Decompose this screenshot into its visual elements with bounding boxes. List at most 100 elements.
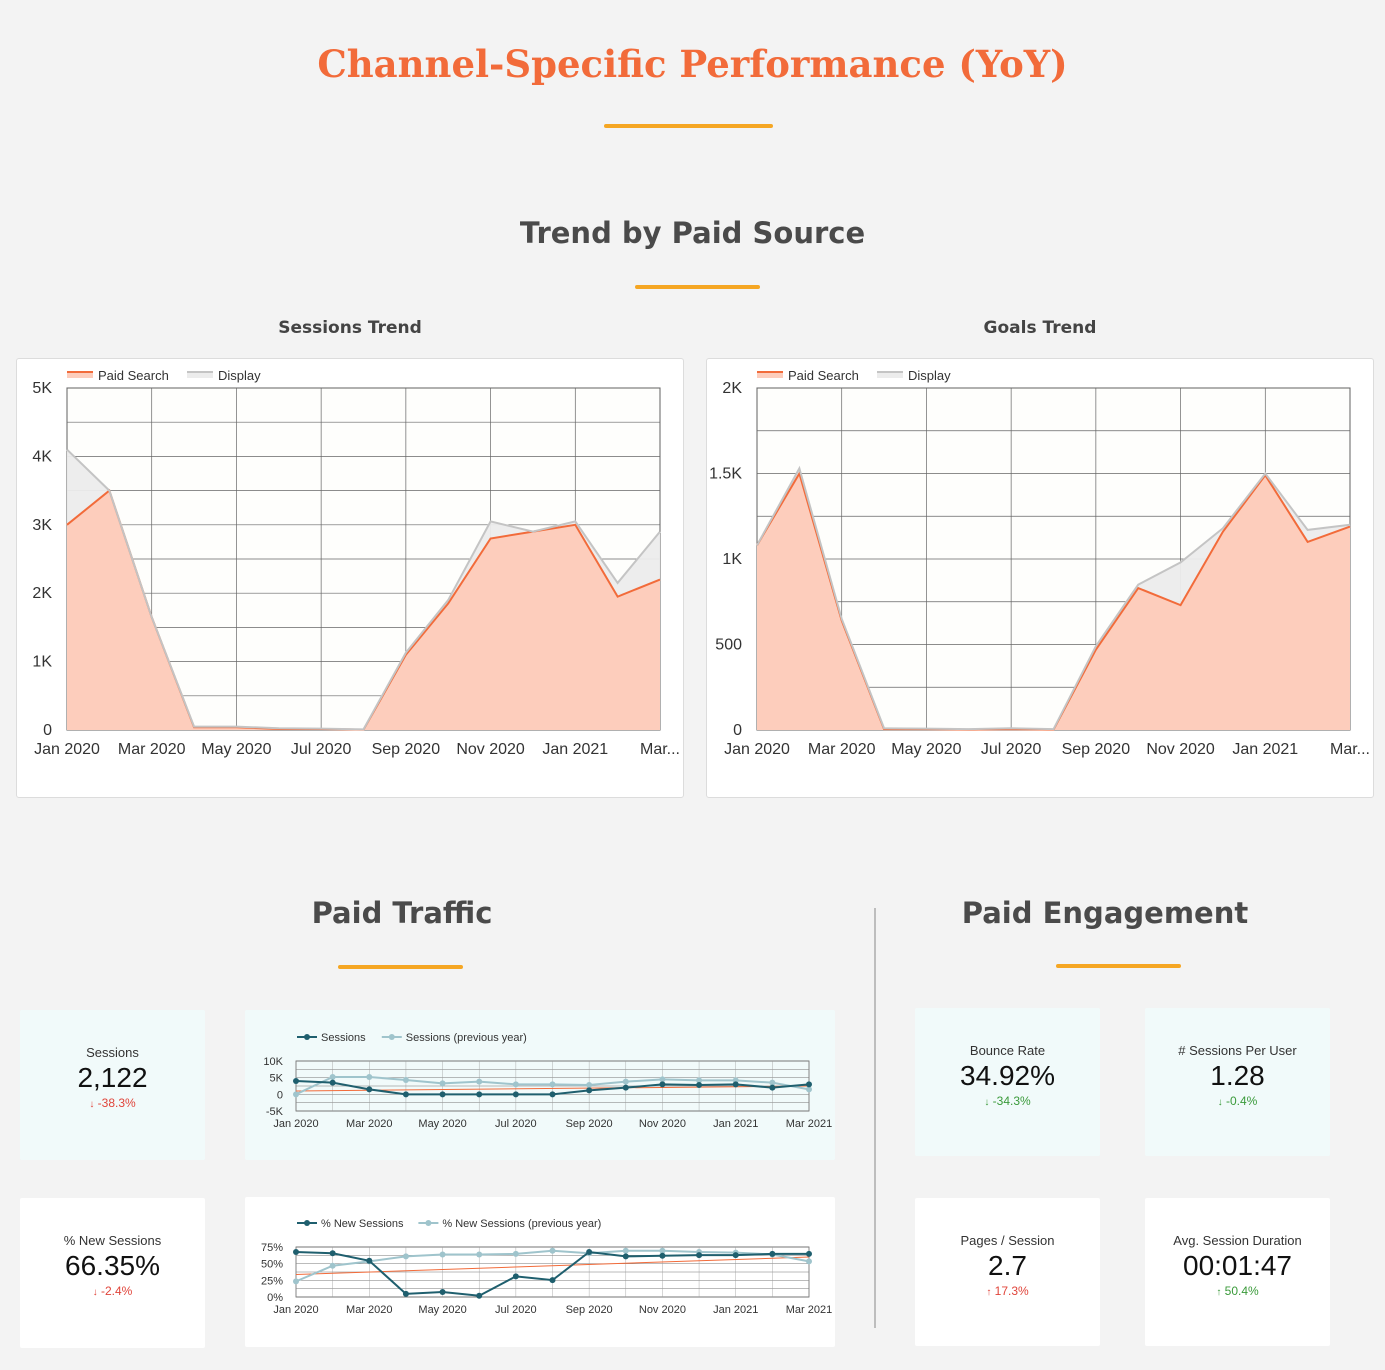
x-tick-label: Nov 2020 (639, 1304, 686, 1316)
trend-underline (635, 285, 760, 289)
data-point (732, 1252, 739, 1259)
data-point (806, 1258, 812, 1265)
legend-label: Sessions (previous year) (406, 1032, 527, 1044)
legend-marker (304, 1220, 310, 1226)
legend-swatch-paid-search (757, 372, 783, 378)
data-point (329, 1250, 336, 1257)
title-underline (604, 124, 773, 128)
legend-label: % New Sessions (previous year) (442, 1218, 601, 1230)
y-tick-label: 25% (261, 1275, 283, 1287)
data-point (366, 1074, 373, 1080)
data-point (402, 1253, 409, 1260)
x-tick-label: Jan 2021 (542, 741, 608, 758)
data-point (586, 1087, 593, 1094)
data-point (476, 1251, 483, 1258)
y-tick-label: 1.5K (709, 466, 742, 483)
y-tick-label: 2K (32, 585, 52, 602)
kpi-value: 34.92% (960, 1060, 1055, 1091)
y-tick-label: 0 (43, 722, 52, 739)
kpi-bounce-rate: Bounce Rate 34.92% ↓ -34.3% (915, 1008, 1100, 1156)
data-point (586, 1249, 593, 1255)
x-tick-label: Sep 2020 (1062, 741, 1131, 758)
data-point (549, 1277, 556, 1284)
y-tick-label: 2K (722, 380, 742, 397)
x-tick-label: Mar 2020 (118, 741, 186, 758)
data-point (806, 1086, 812, 1093)
kpi-pages-session: Pages / Session 2.7 ↑ 17.3% (915, 1198, 1100, 1346)
arrow-up-icon: ↑ (986, 1287, 992, 1298)
legend-label: Paid Search (98, 368, 169, 383)
data-point (622, 1078, 629, 1085)
section-title-engagement: Paid Engagement (961, 896, 1249, 930)
arrow-down-icon: ↓ (92, 1287, 98, 1298)
data-point (476, 1292, 483, 1299)
data-point (622, 1253, 629, 1260)
data-point (512, 1250, 519, 1257)
data-point (512, 1091, 519, 1098)
kpi-label: Avg. Session Duration (1173, 1233, 1302, 1248)
x-tick-label: Mar 2020 (346, 1304, 392, 1316)
y-tick-label: 75% (261, 1242, 283, 1254)
data-point (806, 1250, 812, 1257)
series-line-display (66, 448, 661, 731)
kpi-label: % New Sessions (63, 1233, 162, 1248)
x-tick-label: Jul 2020 (981, 741, 1042, 758)
legend-label: Paid Search (788, 368, 859, 383)
goals-trend-chart: 0 500 1K 1.5K 2K Jan 2020 Mar 2020 May 2020 Jul … (709, 368, 1370, 758)
kpi-label: # Sessions Per User (1178, 1043, 1297, 1058)
kpi-value: 00:01:47 (1183, 1250, 1292, 1281)
data-point (329, 1079, 336, 1086)
y-tick-label: -5K (266, 1106, 284, 1118)
section-divider (874, 908, 876, 1328)
data-point (402, 1091, 409, 1098)
y-tick-label: 0 (277, 1089, 283, 1101)
data-point (512, 1081, 519, 1088)
data-point (696, 1252, 703, 1259)
data-point (806, 1081, 812, 1088)
data-point (439, 1091, 446, 1098)
new-sessions-yoy-card: 0% 25% 50% 75% Jan 2020 Mar 2020 May 2020 Jul 2… (245, 1197, 835, 1347)
kpi-change: ↓ -34.3% (984, 1094, 1031, 1108)
x-tick-label: Mar... (640, 741, 680, 758)
y-tick-label: 1K (722, 551, 742, 568)
x-tick-label: Jan 2020 (34, 741, 100, 758)
legend-marker (304, 1034, 310, 1040)
x-tick-label: Mar 2020 (346, 1118, 392, 1130)
x-tick-label: Nov 2020 (1146, 741, 1215, 758)
y-tick-label: 5K (32, 380, 52, 397)
x-tick-label: May 2020 (891, 741, 961, 758)
x-tick-label: May 2020 (418, 1118, 466, 1130)
x-tick-label: Jan 2021 (713, 1118, 758, 1130)
kpi-new-sessions: % New Sessions 66.35% ↓ -2.4% (20, 1198, 205, 1348)
kpi-value: 2.7 (988, 1250, 1027, 1281)
x-tick-label: May 2020 (418, 1304, 466, 1316)
x-tick-label: Nov 2020 (456, 741, 525, 758)
y-tick-label: 50% (261, 1259, 283, 1271)
data-point (293, 1078, 299, 1084)
kpi-sessions-per-user: # Sessions Per User 1.28 ↓ -0.4% (1145, 1008, 1330, 1156)
x-tick-label: Jan 2020 (273, 1304, 318, 1316)
new-sessions-yoy-chart: 0% 25% 50% 75% Jan 2020 Mar 2020 May 2020 Jul 2… (261, 1218, 832, 1316)
data-point (549, 1081, 556, 1088)
kpi-change: ↑ 17.3% (986, 1284, 1029, 1298)
y-tick-label: 500 (715, 637, 742, 654)
x-tick-label: Jan 2020 (724, 741, 790, 758)
data-point (659, 1252, 666, 1259)
goals-trend-title: Goals Trend (983, 318, 1097, 338)
x-tick-label: Jan 2021 (713, 1304, 758, 1316)
data-point (659, 1081, 666, 1088)
series-line-display (756, 465, 1351, 731)
data-point (402, 1077, 409, 1083)
legend-label: Display (218, 368, 261, 383)
kpi-change: ↓ -38.3% (89, 1096, 136, 1110)
sessions-trend-chart: 0 1K 2K 3K 4K 5K Jan 2020 Mar 2020 May 2020 Jul 2… (32, 368, 680, 758)
data-point (293, 1249, 299, 1255)
section-title-trend: Trend by Paid Source (519, 216, 866, 250)
data-point (329, 1262, 336, 1269)
kpi-change: ↓ -0.4% (1217, 1094, 1258, 1108)
x-tick-label: Sep 2020 (372, 741, 441, 758)
x-tick-label: Nov 2020 (639, 1118, 686, 1130)
kpi-value: 66.35% (65, 1250, 160, 1281)
data-point (696, 1077, 703, 1084)
legend-label: Sessions (321, 1032, 366, 1044)
